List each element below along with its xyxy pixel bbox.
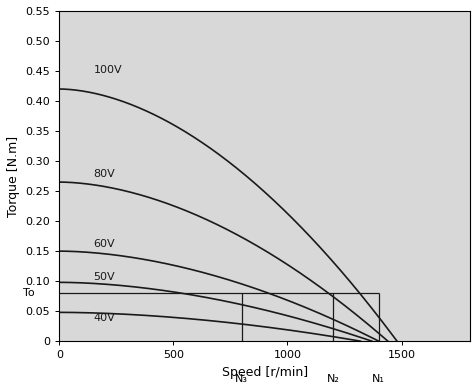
Text: 100V: 100V xyxy=(93,65,122,75)
X-axis label: Speed [r/min]: Speed [r/min] xyxy=(221,366,307,379)
Text: 40V: 40V xyxy=(93,314,115,323)
Text: 80V: 80V xyxy=(93,169,115,179)
Text: 50V: 50V xyxy=(93,272,115,282)
Text: N₃: N₃ xyxy=(235,374,248,384)
Text: N₁: N₁ xyxy=(372,374,385,384)
Text: 60V: 60V xyxy=(93,239,115,249)
Text: N₂: N₂ xyxy=(326,374,339,384)
Y-axis label: Torque [N.m]: Torque [N.m] xyxy=(7,135,20,217)
Text: To: To xyxy=(23,288,34,298)
